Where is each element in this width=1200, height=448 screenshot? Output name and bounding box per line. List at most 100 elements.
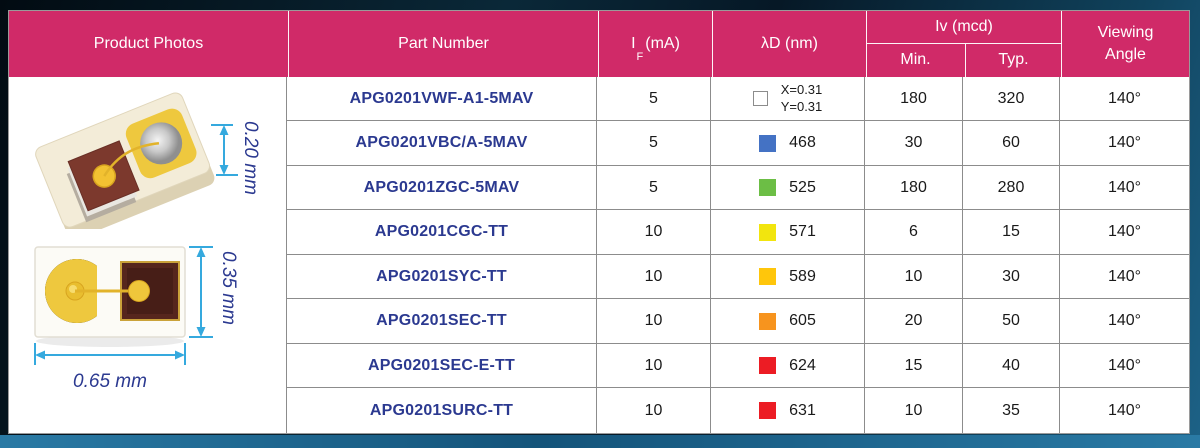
chroma-y: Y=0.31 (780, 98, 823, 114)
led-top-view-photo: 0.35 mm 0.65 mm (34, 245, 239, 392)
viewing-angle-value: 140° (1060, 344, 1189, 389)
iv-typ-value: 30 (963, 254, 1060, 300)
lambda-value: 624 (789, 356, 816, 374)
lambda-cell: 631 (711, 388, 865, 433)
iv-min-value: 6 (865, 210, 963, 255)
iv-typ-value: 15 (963, 210, 1060, 255)
iv-min-value: 10 (865, 388, 963, 433)
iv-typ-value: 35 (963, 388, 1060, 433)
color-swatch (759, 223, 777, 241)
part-number-link[interactable]: APG0201VBC/A-5MAV (287, 121, 597, 166)
col-header-part-number-label: Part Number (398, 34, 489, 52)
iv-min-value: 10 (865, 254, 963, 300)
chromaticity-values: X=0.31 Y=0.31 (781, 82, 823, 115)
lambda-value: 631 (789, 401, 816, 419)
part-number-link[interactable]: APG0201CGC-TT (287, 210, 597, 255)
dimension-label-length: 0.65 mm (73, 371, 147, 392)
viewing-angle-value: 140° (1060, 210, 1189, 255)
lambda-cell: 571 (711, 210, 865, 255)
col-header-product-photos: Product Photos (9, 11, 288, 77)
iv-typ-value: 40 (963, 343, 1060, 389)
background-bottom-strip (0, 435, 1200, 448)
if-subscript: F (636, 50, 644, 63)
table-header-row: Product Photos Part Number I F (mA) λD (nm… (9, 11, 1189, 77)
lambda-cell: 468 (711, 121, 865, 166)
iv-typ-value: 50 (963, 299, 1060, 344)
iv-min-value: 180 (865, 165, 963, 211)
if-value: 10 (597, 254, 711, 300)
iv-subheader-row: Min. Typ. (866, 43, 1062, 77)
part-number-link[interactable]: APG0201ZGC-5MAV (287, 165, 597, 211)
col-header-if-ma: I F (mA) (598, 11, 712, 77)
part-number-link[interactable]: APG0201SURC-TT (287, 388, 597, 433)
viewing-angle-value: 140° (1060, 166, 1189, 211)
led-package-3d (35, 92, 215, 229)
led-package-top (34, 246, 186, 338)
if-value: 5 (597, 121, 711, 166)
chroma-x: X=0.31 (780, 82, 823, 98)
if-symbol: I (631, 34, 636, 52)
iv-typ-value: 60 (963, 121, 1060, 166)
part-number-link[interactable]: APG0201SYC-TT (287, 254, 597, 300)
iv-min-value: 180 (865, 76, 963, 122)
table-body: 0.20 mm (9, 76, 1189, 433)
if-value: 10 (597, 343, 711, 389)
lambda-cell: 605 (711, 299, 865, 344)
col-header-iv-group: Iv (mcd) Min. Typ. (866, 11, 1062, 77)
col-header-viewing-angle: Viewing Angle (1061, 11, 1189, 77)
col-header-lambda: λD (nm) (712, 11, 866, 77)
lambda-cell: X=0.31 Y=0.31 (711, 76, 865, 122)
col-header-viewing-angle-label: Viewing Angle (1097, 24, 1154, 63)
lambda-value: 605 (789, 312, 816, 330)
if-value: 10 (597, 299, 711, 344)
lambda-value: 525 (789, 178, 816, 196)
iv-typ-value: 280 (963, 165, 1060, 211)
length-dimension-arrow (34, 342, 186, 365)
color-swatch (759, 402, 777, 420)
viewing-angle-value: 140° (1060, 255, 1189, 300)
part-number-link[interactable]: APG0201SEC-TT (287, 299, 597, 344)
color-swatch (759, 179, 777, 197)
col-header-lambda-label: λD (nm) (761, 34, 818, 52)
table-rows: APG0201VWF-A1-5MAV 5 X=0.31 Y=0.31 180 3… (287, 76, 1189, 433)
reflector-dome (140, 122, 183, 165)
if-value: 5 (597, 76, 711, 122)
col-header-part-number: Part Number (288, 11, 598, 77)
col-header-typ: Typ. (964, 44, 1062, 77)
dimension-label-depth: 0.35 mm (218, 251, 239, 325)
color-swatch (759, 312, 777, 330)
bond-wire (103, 141, 160, 177)
lambda-value: 571 (789, 223, 816, 241)
iv-typ-value: 320 (963, 76, 1060, 122)
col-header-min: Min. (900, 51, 931, 69)
if-value: 10 (597, 388, 711, 433)
if-value: 5 (597, 165, 711, 211)
iv-min-value: 15 (865, 343, 963, 389)
led-isometric-photo: 0.20 mm (35, 92, 261, 229)
if-unit: (mA) (645, 34, 680, 52)
product-photos-cell: 0.20 mm (9, 76, 287, 433)
part-number-link[interactable]: APG0201VWF-A1-5MAV (287, 76, 597, 122)
iv-min-value: 30 (865, 121, 963, 166)
dimension-label-height: 0.20 mm (240, 121, 261, 195)
color-swatch (752, 91, 768, 107)
viewing-angle-value: 140° (1060, 77, 1189, 122)
viewing-angle-value: 140° (1060, 299, 1189, 344)
lambda-value: 589 (789, 267, 816, 285)
lambda-cell: 589 (711, 254, 865, 300)
chip-bond-pad-top (128, 279, 150, 302)
col-header-iv: Iv (mcd) (935, 18, 993, 35)
viewing-angle-value: 140° (1107, 401, 1142, 419)
depth-dimension-arrow (189, 245, 213, 338)
part-number-link[interactable]: APG0201SEC-E-TT (287, 343, 597, 389)
color-swatch (759, 357, 777, 375)
lambda-value: 468 (789, 134, 816, 152)
viewing-angle-value: 140° (1060, 121, 1189, 166)
color-swatch (759, 134, 777, 152)
height-dimension-arrow (211, 123, 238, 176)
iv-min-value: 20 (865, 299, 963, 344)
led-spec-table: Product Photos Part Number I F (mA) λD (nm… (8, 10, 1190, 434)
lambda-cell: 525 (711, 165, 865, 211)
if-value: 10 (597, 210, 711, 255)
lambda-cell: 624 (711, 343, 865, 389)
